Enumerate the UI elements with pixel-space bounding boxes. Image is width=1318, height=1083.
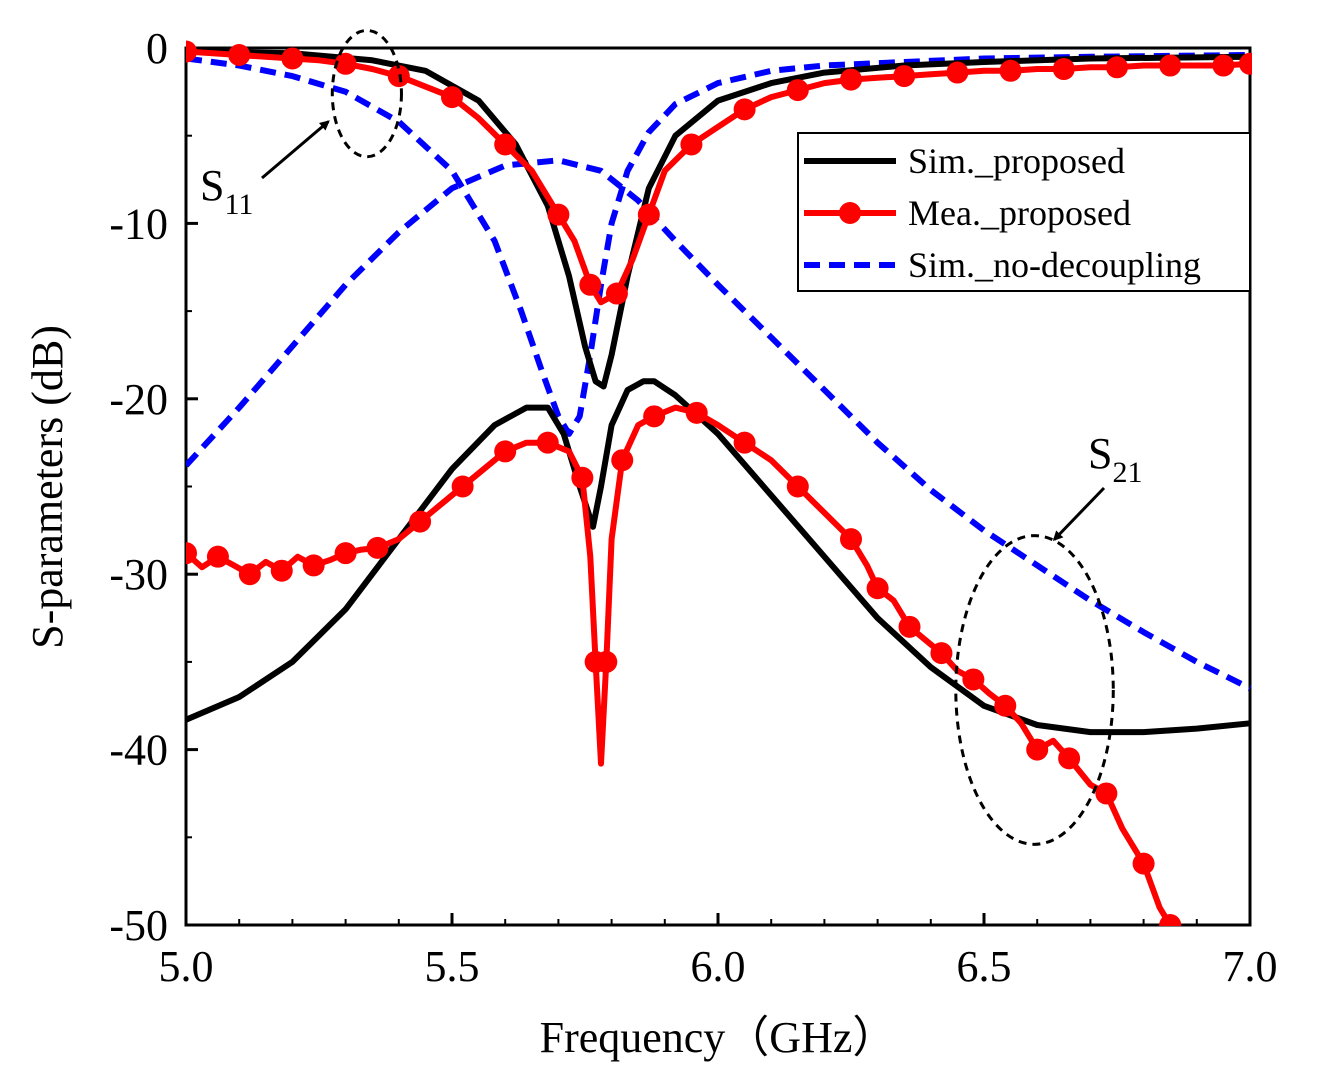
mea-proposed-s11-marker [494,133,517,156]
mea-proposed-s21-marker [302,554,325,577]
mea-proposed-s21-marker [840,528,862,551]
mea-proposed-s11-marker [733,98,756,121]
mea-proposed-s21-marker [898,615,921,638]
legend-label: Mea._proposed [908,193,1131,233]
mea-proposed-s21-marker [186,542,197,565]
sim-no-decoupling-s21-line [186,157,1252,691]
mea-proposed-s11-marker [579,273,602,296]
mea-proposed-s21-line [186,404,1173,926]
legend-marker [839,202,861,224]
mea-proposed-s21-marker [1159,914,1182,926]
s21-label: S21 [1088,429,1142,489]
y-tick-label: 0 [146,24,168,73]
mea-proposed-s21-marker [962,668,985,691]
mea-proposed-s21-marker [409,510,432,533]
mea-proposed-s11-marker [637,203,660,226]
mea-proposed-s21-marker [994,694,1017,717]
y-axis-title: S-parameters (dB) [23,325,72,649]
y-axis-ticks: 0 -10 -20 -30 -40 -50 [109,24,198,950]
mea-proposed-s21-marker [1095,782,1118,805]
mea-proposed-s11-marker [334,52,357,75]
mea-proposed-s11-marker [605,282,628,305]
mea-proposed-s21-marker [611,449,634,472]
legend-label: Sim._no-decoupling [908,245,1201,285]
mea-proposed-s21-marker [206,545,229,568]
mea-proposed-s21-marker [930,642,953,665]
mea-proposed-s21-marker [334,542,357,565]
mea-proposed-s21-marker [733,431,756,454]
mea-proposed-s11-marker [840,68,862,91]
x-tick-label: 6.0 [691,942,746,991]
s21-arrow [1052,486,1106,542]
mea-proposed-s21-marker [786,475,809,498]
mea-proposed-s11-marker [441,86,463,109]
mea-proposed-s21-marker [1132,852,1155,875]
y-tick-label: -50 [109,901,168,950]
s11-ellipse [330,28,403,159]
mea-proposed-s11-marker [547,203,570,226]
mea-proposed-s11-marker [786,79,809,102]
x-axis-ticks: 5.0 5.5 6.0 6.5 7.0 [159,913,1278,991]
mea-proposed-s21-marker [643,405,666,428]
mea-proposed-s21-marker [1058,747,1081,770]
y-tick-label: -30 [109,550,168,599]
mea-proposed-s11-marker [680,133,703,156]
mea-proposed-s11-marker [1106,56,1128,79]
series-layer [186,40,1252,926]
y-tick-label: -20 [109,375,168,424]
mea-proposed-s21-marker [270,559,293,582]
mea-proposed-s11-marker [893,65,916,88]
mea-proposed-s21-marker [536,431,559,454]
legend-label: Sim._proposed [908,141,1125,181]
mea-proposed-s11-marker [1159,54,1182,77]
s11-label: S11 [200,161,253,221]
s11-arrow [261,120,330,180]
y-tick-label: -10 [109,199,168,248]
sim-proposed-s11-line [186,48,1251,390]
legend: Sim._proposed Mea._proposed Sim._no-decoup… [797,132,1251,292]
mea-proposed-s11-marker [228,44,251,67]
mea-proposed-s21-marker [451,475,474,498]
mea-proposed-s11-marker [186,40,197,63]
x-tick-label: 5.0 [159,942,214,991]
mea-proposed-s21-marker [1026,738,1049,761]
mea-proposed-s21-marker [238,563,261,586]
mea-proposed-s11-marker [281,47,304,70]
mea-proposed-s21-marker [595,650,618,673]
mea-proposed-s11-marker [999,59,1022,82]
mea-proposed-s11-marker [1239,52,1252,75]
annotations: S11 S21 [200,28,1142,846]
mea-proposed-s21-marker [494,440,517,463]
x-axis-title: Frequency（GHz） [540,1013,897,1062]
mea-proposed-s11-marker [946,61,969,84]
mea-proposed-s21-marker [685,401,708,424]
mea-proposed-s21-marker [866,577,889,600]
x-tick-label: 7.0 [1223,942,1278,991]
x-tick-label: 5.5 [425,942,480,991]
s21-ellipse [954,534,1115,846]
mea-proposed-s11-marker [1212,54,1235,77]
y-tick-label: -40 [109,726,168,775]
x-tick-label: 6.5 [957,942,1012,991]
mea-proposed-s21-marker [571,466,594,489]
mea-proposed-s11-marker [1052,58,1075,81]
mea-proposed-s21-marker [366,536,389,559]
